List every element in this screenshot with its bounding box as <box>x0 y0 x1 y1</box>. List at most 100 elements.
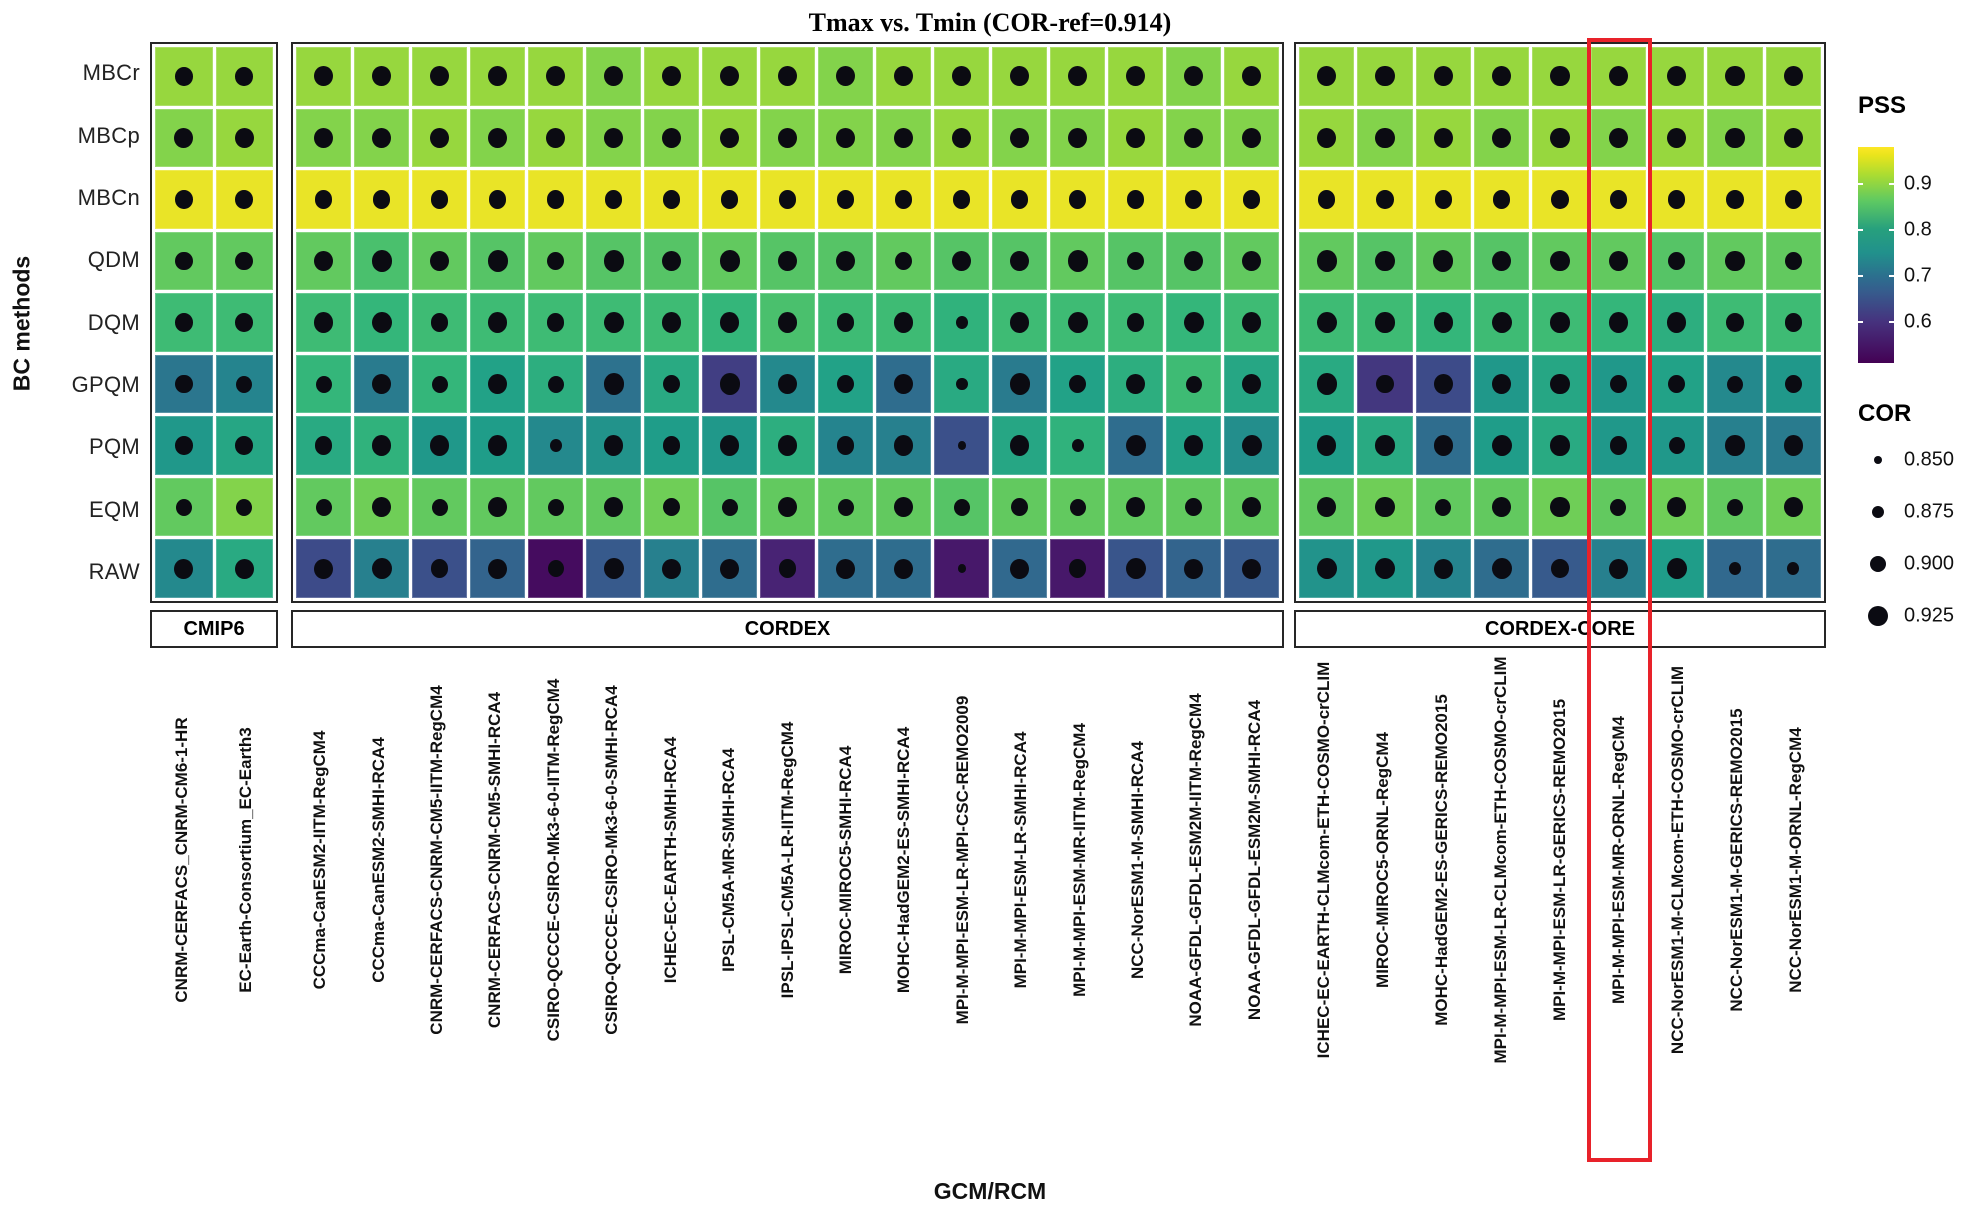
cor-value-dot <box>1316 558 1337 580</box>
heatmap-cell <box>1707 108 1763 168</box>
heatmap-cell <box>1357 170 1413 229</box>
cor-value-dot <box>1434 190 1453 209</box>
heatmap-cell <box>876 47 931 106</box>
heatmap-cell <box>876 539 931 598</box>
heatmap-cell <box>215 170 273 229</box>
heatmap-cell <box>1108 539 1163 598</box>
heatmap-cell <box>1050 108 1105 168</box>
heatmap-cell <box>470 354 525 414</box>
cor-value-dot <box>547 560 564 578</box>
heatmap-cell <box>1224 293 1279 352</box>
cor-value-dot <box>1316 250 1337 272</box>
cor-legend-label: 0.925 <box>1904 604 1955 627</box>
heatmap-cell <box>876 108 931 168</box>
x-axis-label: MOHC-HadGEM2-ES-GERICS-REMO2015 <box>1431 694 1451 1026</box>
heatmap-cell <box>586 354 641 414</box>
cor-value-dot <box>835 250 856 272</box>
cor-value-dot <box>430 313 449 332</box>
cor-value-dot <box>430 559 449 579</box>
cor-value-dot <box>662 497 681 517</box>
cor-value-dot <box>487 66 508 87</box>
heatmap-cell <box>296 539 351 598</box>
cor-value-dot <box>314 436 333 455</box>
heatmap-cell <box>1532 47 1588 106</box>
cor-value-dot <box>1126 251 1145 271</box>
heatmap-cell <box>586 293 641 352</box>
cor-value-dot <box>313 558 334 579</box>
heatmap-cell <box>760 108 815 168</box>
panel-cmip6 <box>150 42 278 603</box>
cor-value-dot <box>1783 66 1803 87</box>
cor-value-dot <box>1609 190 1628 209</box>
cor-value-dot <box>371 435 392 456</box>
heatmap-cell <box>1108 416 1163 475</box>
pss-tick-label: 0.7 <box>1904 264 1932 287</box>
heatmap-cell <box>1532 170 1588 229</box>
heatmap-cell <box>1415 416 1471 475</box>
heatmap-cell <box>1224 416 1279 475</box>
heatmap-cell <box>1532 477 1588 537</box>
cor-value-dot <box>174 190 193 209</box>
cor-value-dot <box>313 127 334 148</box>
heatmap-cell <box>528 170 583 229</box>
heatmap-cell <box>412 231 467 291</box>
heatmap-cell <box>412 47 467 106</box>
heatmap-cell <box>818 47 873 106</box>
heatmap-cell <box>992 170 1047 229</box>
cor-value-dot <box>1068 559 1087 579</box>
heatmap-cell <box>1108 477 1163 537</box>
cor-value-dot <box>1550 435 1570 456</box>
facet-strip-cmip6: CMIP6 <box>150 610 278 648</box>
heatmap-cell <box>354 416 409 475</box>
heatmap-cell <box>215 539 273 598</box>
heatmap-cell <box>1050 477 1105 537</box>
heatmap-cell <box>1765 477 1821 537</box>
cor-value-dot <box>371 496 392 518</box>
x-axis-title: GCM/RCM <box>933 1178 1047 1204</box>
cor-value-dot <box>1608 250 1628 272</box>
x-axis-label: CCCma-CanESM2-SMHI-RCA4 <box>368 737 388 983</box>
cor-value-dot <box>1551 559 1569 579</box>
heatmap-cell <box>1299 170 1355 229</box>
heatmap-cell <box>586 108 641 168</box>
heatmap-cell <box>818 170 873 229</box>
heatmap-cell <box>470 47 525 106</box>
heatmap-cell <box>155 293 213 352</box>
cor-value-dot <box>1433 312 1453 333</box>
heatmap-cell <box>155 231 213 291</box>
x-axis-label: NOAA-GFDL-GFDL-ESM2M-IITM-RegCM4 <box>1186 693 1206 1027</box>
cor-value-dot <box>777 250 798 272</box>
cor-value-dot <box>1783 127 1803 148</box>
cor-value-dot <box>603 373 624 395</box>
heatmap-cell <box>1532 354 1588 414</box>
cor-value-dot <box>1009 66 1030 87</box>
y-axis-label: PQM <box>88 434 140 460</box>
heatmap-cell <box>1590 231 1646 291</box>
heatmap-cell <box>1357 231 1413 291</box>
cor-value-dot <box>1317 496 1337 518</box>
cor-value-dot <box>603 311 624 334</box>
pss-tick-mark <box>1858 182 1863 185</box>
cor-value-dot <box>1183 66 1204 87</box>
cor-value-dot <box>487 250 508 272</box>
cor-value-dot <box>1183 311 1204 334</box>
heatmap-cell <box>354 108 409 168</box>
cor-value-dot <box>1376 190 1394 209</box>
heatmap-cell <box>876 293 931 352</box>
heatmap-cell <box>644 354 699 414</box>
x-axis-label: CSIRO-QCCCE-CSIRO-Mk3-6-0-IITM-RegCM4 <box>543 678 563 1042</box>
cor-value-dot <box>547 375 564 393</box>
x-axis-label: NCC-NorESM1-M-CLMcom-ETH-COSMO-crCLIM <box>1668 665 1688 1055</box>
cor-value-dot <box>777 373 798 395</box>
heatmap-cell <box>934 170 989 229</box>
heatmap-cell <box>1590 354 1646 414</box>
heatmap-cell <box>1473 108 1530 168</box>
heatmap-cell <box>1473 539 1530 598</box>
cor-value-dot <box>893 373 914 395</box>
heatmap-cell <box>1765 231 1821 291</box>
cor-value-dot <box>175 498 192 516</box>
cor-legend-dot <box>1868 606 1888 626</box>
cor-value-dot <box>235 251 254 271</box>
cor-value-dot <box>604 190 623 209</box>
heatmap-cell <box>296 477 351 537</box>
